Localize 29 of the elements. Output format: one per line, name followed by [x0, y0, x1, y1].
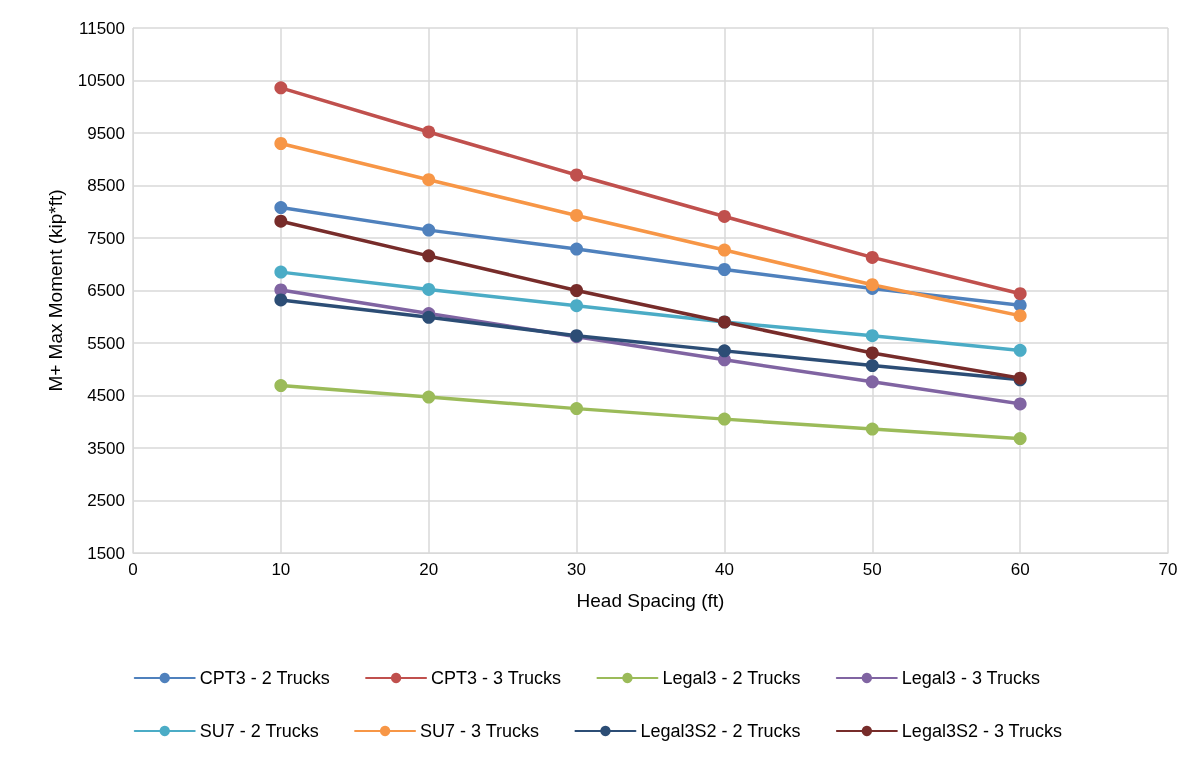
x-tick-label: 50	[862, 560, 882, 579]
x-tick-label: 0	[128, 560, 138, 579]
x-tick-label: 40	[714, 560, 734, 579]
x-tick-label: 20	[419, 560, 439, 579]
y-tick-label: 8500	[87, 176, 125, 195]
legend-label: CPT3 - 3 Trucks	[431, 668, 562, 688]
y-tick-label: 1500	[87, 543, 125, 563]
y-tick-label: 7500	[87, 228, 125, 248]
x-axis-title: Head Spacing (ft)	[576, 590, 725, 611]
y-tick-label: 11500	[78, 18, 125, 38]
legend-label: Legal3S2 - 2 Trucks	[640, 721, 801, 741]
legend-label: CPT3 - 2 Trucks	[199, 668, 330, 688]
legend-label: SU7 - 2 Trucks	[199, 721, 319, 741]
y-axis-title: M+ Max Moment (kip*ft)	[45, 189, 66, 392]
x-tick-label: 70	[1158, 560, 1178, 579]
y-tick-label: 2500	[87, 491, 125, 510]
y-tick-label: 3500	[87, 438, 125, 458]
y-tick-label: 9500	[87, 123, 125, 143]
legend-label: Legal3 - 3 Trucks	[901, 668, 1040, 688]
x-tick-label: 10	[271, 560, 291, 579]
y-tick-label: 5500	[87, 333, 125, 353]
y-tick-label: 6500	[87, 281, 125, 300]
y-tick-label: 4500	[87, 386, 125, 405]
x-tick-label: 60	[1010, 560, 1030, 579]
legend-label: Legal3S2 - 3 Trucks	[901, 721, 1062, 741]
x-tick-label: 30	[567, 560, 587, 579]
y-tick-label: 10500	[77, 71, 125, 90]
legend-label: SU7 - 3 Trucks	[420, 721, 540, 741]
legend-label: Legal3 - 2 Trucks	[662, 668, 801, 688]
